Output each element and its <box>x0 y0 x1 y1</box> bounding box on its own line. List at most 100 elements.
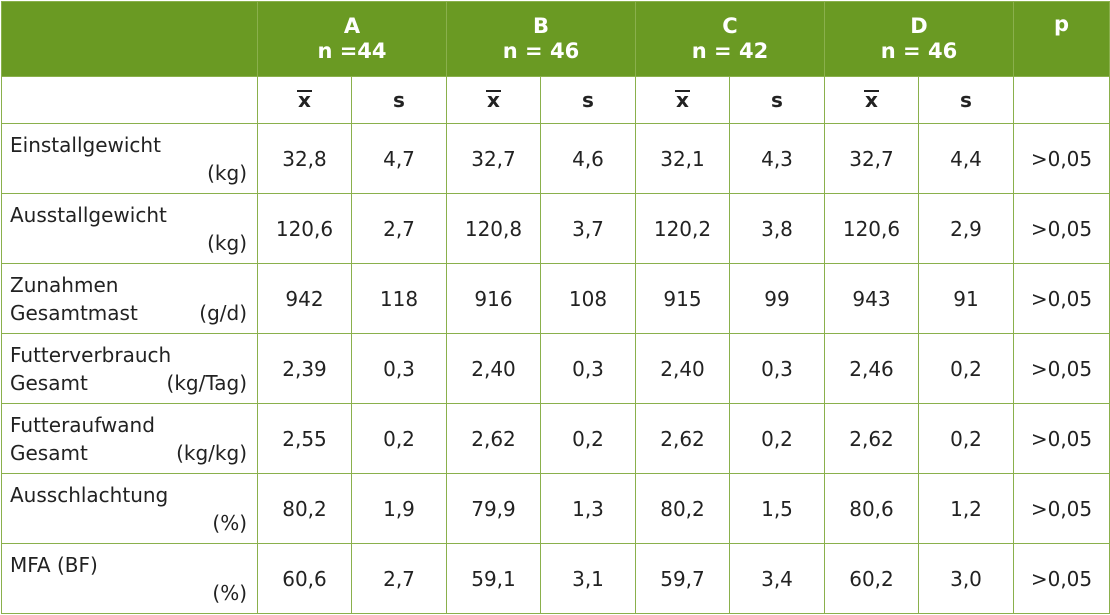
subheader-blank-cell <box>1 76 258 124</box>
row-label-line2: Gesamt (kg/kg) <box>10 439 247 467</box>
mean-cell: 59,1 <box>446 543 541 614</box>
table-row: Futteraufwand Gesamt (kg/kg) 2,55 0,2 2,62 0,2… <box>1 403 1110 474</box>
row-label: Ausstallgewicht (kg) <box>1 193 258 264</box>
x-bar-symbol: x <box>297 88 312 112</box>
group-n: n =44 <box>317 39 387 63</box>
sd-cell: 91 <box>918 263 1014 334</box>
row-label: Zunahmen Gesamtmast (g/d) <box>1 263 258 334</box>
mean-cell: 2,62 <box>446 403 541 474</box>
mean-cell: 2,55 <box>257 403 352 474</box>
mean-cell: 2,39 <box>257 333 352 404</box>
mean-cell: 32,7 <box>446 123 541 194</box>
sd-cell: 4,6 <box>540 123 636 194</box>
row-label: MFA (BF) (%) <box>1 543 258 614</box>
row-label-line2-text: Gesamtmast <box>10 300 138 325</box>
sd-header-d: s <box>918 76 1014 124</box>
mean-cell: 120,6 <box>824 193 919 264</box>
sd-cell: 108 <box>540 263 636 334</box>
sd-cell: 1,9 <box>351 473 447 544</box>
row-label-line1: Einstallgewicht <box>10 132 161 157</box>
mean-cell: 942 <box>257 263 352 334</box>
mean-cell: 120,8 <box>446 193 541 264</box>
mean-cell: 32,1 <box>635 123 730 194</box>
group-n: n = 46 <box>502 39 580 63</box>
mean-cell: 79,9 <box>446 473 541 544</box>
mean-cell: 120,6 <box>257 193 352 264</box>
sd-cell: 1,3 <box>540 473 636 544</box>
p-value-cell: >0,05 <box>1013 263 1110 334</box>
group-header-a: A n =44 <box>257 1 447 77</box>
group-name: B <box>532 14 549 38</box>
p-header: p <box>1013 1 1110 77</box>
sd-header-b: s <box>540 76 636 124</box>
group-n: n = 46 <box>880 39 958 63</box>
sd-cell: 0,2 <box>351 403 447 474</box>
table-row: Futterverbrauch Gesamt (kg/Tag) 2,39 0,3 2,40… <box>1 333 1110 404</box>
sd-cell: 118 <box>351 263 447 334</box>
group-header-c: C n = 42 <box>635 1 825 77</box>
row-label-line1: Ausschlachtung <box>10 482 169 507</box>
sd-cell: 4,3 <box>729 123 825 194</box>
row-label: Ausschlachtung (%) <box>1 473 258 544</box>
mean-cell: 80,2 <box>257 473 352 544</box>
mean-cell: 2,62 <box>824 403 919 474</box>
sd-cell: 4,7 <box>351 123 447 194</box>
mean-cell: 916 <box>446 263 541 334</box>
row-label-line2-text: Gesamt <box>10 370 88 395</box>
sd-cell: 3,1 <box>540 543 636 614</box>
row-unit: (%) <box>212 580 247 605</box>
sd-cell: 0,2 <box>540 403 636 474</box>
group-n: n = 42 <box>691 39 769 63</box>
mean-header-b: x <box>446 76 541 124</box>
sd-header-a: s <box>351 76 447 124</box>
row-label-line1: Futterverbrauch <box>10 342 172 367</box>
p-value-cell: >0,05 <box>1013 193 1110 264</box>
row-unit: (g/d) <box>199 300 247 325</box>
row-label-line1: Ausstallgewicht <box>10 202 167 227</box>
mean-header-a: x <box>257 76 352 124</box>
row-label: Futterverbrauch Gesamt (kg/Tag) <box>1 333 258 404</box>
sd-cell: 1,5 <box>729 473 825 544</box>
p-value-cell: >0,05 <box>1013 403 1110 474</box>
sd-cell: 99 <box>729 263 825 334</box>
mean-header-c: x <box>635 76 730 124</box>
sd-cell: 2,9 <box>918 193 1014 264</box>
table-row: Ausschlachtung (%) 80,2 1,9 79,9 1,3 80,2 1,5 80… <box>1 473 1110 544</box>
row-label-line1: MFA (BF) <box>10 552 98 577</box>
mean-cell: 80,6 <box>824 473 919 544</box>
sd-cell: 0,3 <box>729 333 825 404</box>
group-name: A <box>343 14 361 38</box>
table-row: Einstallgewicht (kg) 32,8 4,7 32,7 4,6 32,1 4,3… <box>1 123 1110 194</box>
sd-cell: 0,3 <box>540 333 636 404</box>
p-value-cell: >0,05 <box>1013 333 1110 404</box>
p-value-cell: >0,05 <box>1013 473 1110 544</box>
sd-cell: 3,4 <box>729 543 825 614</box>
mean-cell: 80,2 <box>635 473 730 544</box>
mean-cell: 120,2 <box>635 193 730 264</box>
mean-cell: 2,40 <box>446 333 541 404</box>
mean-cell: 59,7 <box>635 543 730 614</box>
sd-cell: 4,4 <box>918 123 1014 194</box>
group-header-d: D n = 46 <box>824 1 1014 77</box>
sd-cell: 3,7 <box>540 193 636 264</box>
group-header-b: B n = 46 <box>446 1 636 77</box>
sd-cell: 0,2 <box>918 333 1014 404</box>
sd-cell: 3,8 <box>729 193 825 264</box>
mean-cell: 2,62 <box>635 403 730 474</box>
sd-cell: 0,2 <box>729 403 825 474</box>
row-label-line2-text: Gesamt <box>10 440 88 465</box>
group-name: C <box>722 14 738 38</box>
row-label-line2: Gesamtmast (g/d) <box>10 299 247 327</box>
mean-cell: 32,8 <box>257 123 352 194</box>
p-value-cell: >0,05 <box>1013 123 1110 194</box>
sd-cell: 0,2 <box>918 403 1014 474</box>
mean-cell: 943 <box>824 263 919 334</box>
group-name: D <box>910 14 928 38</box>
sd-cell: 2,7 <box>351 543 447 614</box>
row-unit: (kg) <box>207 230 247 255</box>
row-unit: (kg) <box>207 160 247 185</box>
row-unit: (kg/Tag) <box>166 370 247 395</box>
mean-cell: 60,6 <box>257 543 352 614</box>
row-label-line1: Futteraufwand <box>10 412 155 437</box>
